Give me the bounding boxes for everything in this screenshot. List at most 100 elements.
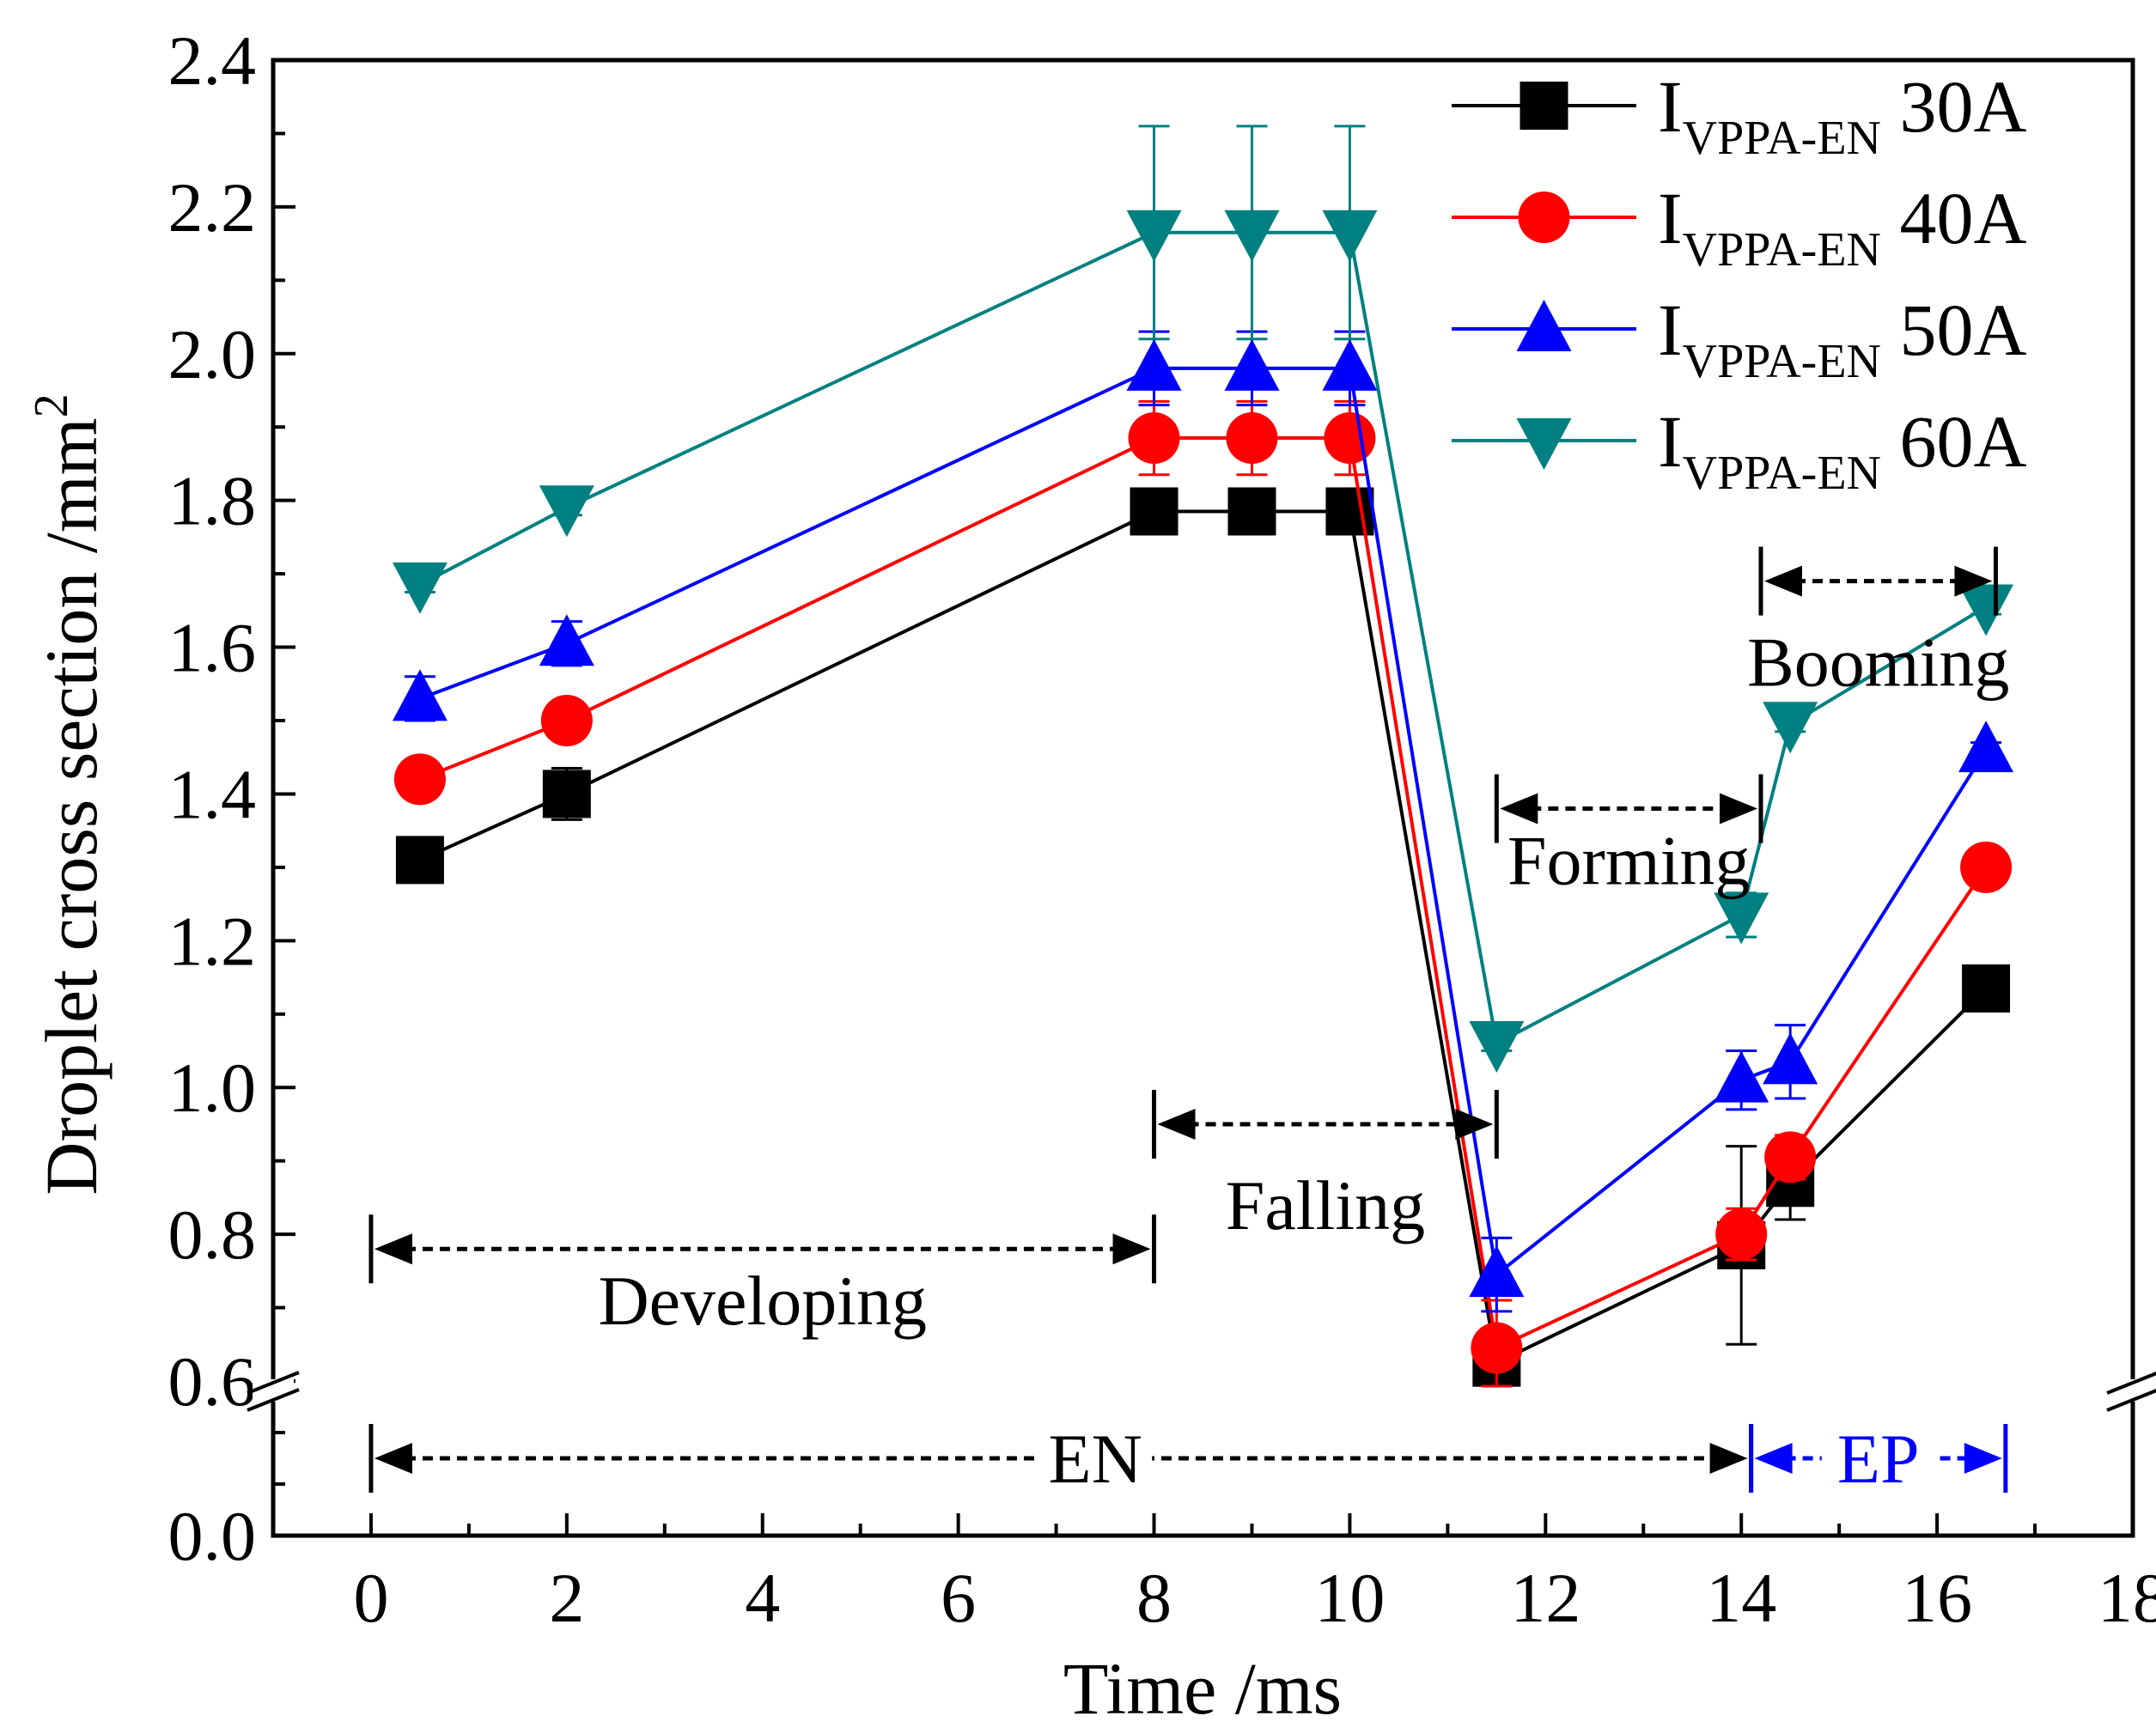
data-point: [1322, 338, 1378, 391]
legend-swatch-marker: [1516, 418, 1572, 470]
series-2: [393, 399, 2013, 1388]
annotation-arrowhead: [1500, 793, 1538, 824]
data-point: [1224, 210, 1280, 262]
y-tick-label: 1.8: [168, 462, 257, 540]
x-tick-label: 2: [549, 1559, 584, 1637]
y-tick-label: 2.4: [168, 21, 257, 100]
legend-label-value: 40A: [1881, 177, 2027, 259]
legend-label-value: 30A: [1881, 65, 2027, 148]
data-point: [393, 753, 446, 806]
legend-label-sub: VPPA-EN: [1683, 112, 1881, 165]
x-tick-label: 18: [2098, 1559, 2156, 1637]
data-point: [392, 669, 448, 721]
y-axis-title-sup: 2: [25, 393, 78, 417]
legend-label-value: 50A: [1881, 289, 2027, 371]
data-point: [395, 836, 444, 885]
y-tick-label: 1.2: [168, 902, 257, 980]
y-tick-label: 0.6: [168, 1342, 257, 1421]
axis-break-mark: [247, 1371, 300, 1395]
data-point: [539, 485, 594, 538]
annotation-arrowhead: [374, 1233, 412, 1265]
data-point: [1227, 487, 1276, 536]
x-tick-label: 8: [1136, 1559, 1172, 1637]
data-point: [1469, 1245, 1525, 1298]
annotation-falling: Falling: [1152, 1089, 1499, 1244]
legend-label: IVPPA-EN 40A: [1658, 177, 2027, 277]
annotation-arrowhead: [1720, 793, 1757, 824]
annotation-forming: Forming: [1494, 774, 1763, 899]
y-tick-label: 1.0: [168, 1049, 257, 1127]
legend-label: IVPPA-EN 30A: [1658, 65, 2027, 165]
annotation-label: Booming: [1747, 624, 2009, 702]
legend-item-2: IVPPA-EN 40A: [1452, 177, 2027, 277]
series-layer: [392, 125, 2014, 1388]
axis-break-mark: [2106, 1372, 2156, 1395]
data-point: [1224, 338, 1280, 391]
annotation-arrowhead: [1709, 1443, 1748, 1474]
annotation-arrowhead: [1157, 1108, 1196, 1140]
data-point: [1226, 412, 1278, 465]
y-axis-title: Droplet cross section /mm2: [25, 393, 113, 1195]
legend-item-3: IVPPA-EN 50A: [1452, 289, 2027, 388]
annotation-arrowhead: [374, 1443, 412, 1474]
data-point: [1763, 1032, 1818, 1085]
legend-label: IVPPA-EN 50A: [1658, 289, 2027, 388]
x-tick-label: 4: [745, 1559, 780, 1637]
x-tick-label: 0: [353, 1559, 388, 1637]
annotation-en: EN: [368, 1415, 1754, 1498]
y-tick-label: 1.4: [168, 755, 257, 833]
data-point: [1324, 412, 1376, 465]
data-point: [1130, 487, 1178, 536]
axes-layer: 0 2 4 6 8 10 12 14 16 18 0.0 0.6 0.8 1.0 1.2 1.4 1.6 1.8 2…: [168, 21, 2156, 1637]
legend-label-sub: VPPA-EN: [1683, 335, 1881, 388]
annotation-label-bg: [1821, 1415, 1935, 1493]
data-point: [1714, 1050, 1769, 1103]
legend-label: IVPPA-EN 60A: [1658, 400, 2027, 500]
y-tick-label: 0.0: [168, 1497, 257, 1575]
annotation-arrowhead: [1112, 1233, 1151, 1265]
data-point: [392, 562, 448, 614]
data-point: [1128, 412, 1180, 465]
x-tick-label: 16: [1902, 1559, 1972, 1637]
data-point: [540, 695, 593, 746]
annotation-arrowhead: [1964, 1443, 2002, 1474]
data-point: [1126, 210, 1182, 262]
annotation-label-bg: [1038, 1415, 1153, 1493]
x-tick-label: 10: [1314, 1559, 1385, 1637]
legend-label-sub: VPPA-EN: [1683, 223, 1881, 277]
x-tick-label: 12: [1510, 1559, 1580, 1637]
legend-swatch-marker: [1516, 300, 1572, 351]
x-axis-title: Time /ms: [1063, 1647, 1342, 1730]
plot-frame: [271, 58, 2135, 1538]
annotation-label: Falling: [1226, 1166, 1425, 1244]
legend-label-main: I: [1658, 65, 1683, 148]
annotation-arrowhead: [1764, 565, 1802, 597]
y-tick-label: 1.6: [168, 609, 257, 687]
data-point: [542, 770, 591, 818]
series-3: [392, 330, 2014, 1313]
y-tick-label: 2.2: [168, 168, 257, 246]
data-point: [1126, 338, 1182, 391]
legend-label-main: I: [1658, 177, 1683, 259]
annotation-booming: Booming: [1747, 546, 2009, 702]
axis-break-mark: [247, 1388, 300, 1412]
legend-label-main: I: [1658, 289, 1683, 371]
data-point: [1715, 1208, 1768, 1261]
legend-swatch-marker: [1520, 82, 1568, 130]
annotation-label: Forming: [1507, 821, 1750, 899]
x-tick-label: 6: [941, 1559, 976, 1637]
annotation-arrowhead: [1954, 565, 1993, 597]
data-point: [1958, 721, 2014, 773]
legend-item-4: IVPPA-EN 60A: [1452, 400, 2027, 500]
data-point: [1960, 841, 2013, 893]
data-point: [1469, 1020, 1525, 1073]
data-point: [1763, 702, 1818, 754]
legend-label-sub: VPPA-EN: [1683, 447, 1881, 500]
data-point: [1471, 1322, 1523, 1374]
annotation-ep: EP: [1749, 1415, 2008, 1498]
annotation-developing: Developing: [368, 1214, 1157, 1340]
data-point: [1714, 892, 1769, 945]
axis-break-mark: [2106, 1389, 2156, 1412]
